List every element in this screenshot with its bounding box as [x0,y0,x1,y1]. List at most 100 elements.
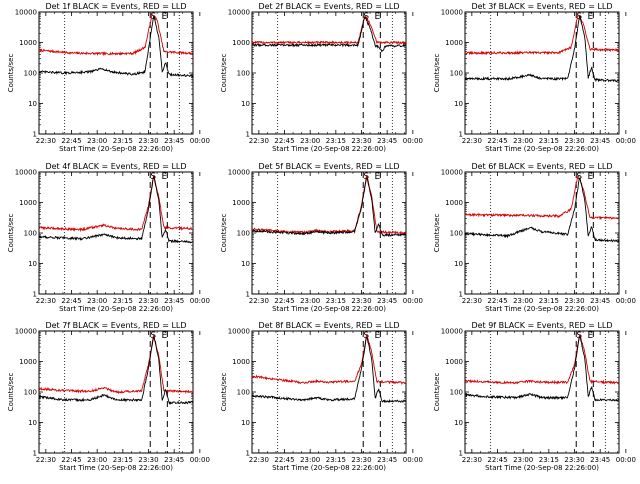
x-tick-label: 23:30 [351,137,371,145]
plot-frame [464,11,620,135]
x-tick-label: 22:45 [487,456,507,464]
chart-title: Det 7f BLACK = Events, RED = LLD [45,321,186,330]
plot-frame [251,330,407,454]
y-axis-label: Counts/sec [7,54,15,93]
x-tick-label: 22:30 [249,137,269,145]
y-tick-label: 1 [33,450,37,458]
event-annotation-E: E [161,12,167,22]
y-tick-label: 1000 [19,199,37,207]
x-tick-label: 22:45 [61,137,81,145]
y-tick-label: 1 [459,291,463,299]
chart-title: Det 9f BLACK = Events, RED = LLD [471,321,612,330]
x-tick-label: 23:15 [326,137,346,145]
series-events-line [38,336,194,405]
x-axis-label: Start Time (20-Sep-08 22:26:00) [59,145,173,153]
x-tick-label: 00:00 [616,137,636,145]
x-tick-label: 23:00 [513,456,533,464]
y-tick-label: 1000 [445,39,463,47]
x-axis-label: Start Time (20-Sep-08 22:26:00) [485,305,599,313]
y-axis-label: Counts/sec [220,373,228,412]
x-tick-label: 23:45 [164,137,184,145]
chart-title: Det 3f BLACK = Events, RED = LLD [471,2,612,11]
x-tick-label: 23:00 [87,456,107,464]
y-tick-label: 1000 [232,39,250,47]
y-tick-label: 1 [246,131,250,139]
chart-panel-2: Det 2f BLACK = Events, RED = LLD 1 10 100 10… [220,2,423,153]
x-tick-label: 23:30 [564,137,584,145]
x-tick-label: 23:00 [87,297,107,305]
series-lld-line [464,175,620,221]
x-tick-label: 00:00 [403,297,423,305]
event-annotation-E: E [374,172,380,182]
y-tick-label: 100 [450,230,463,238]
event-annotation-E: E [587,331,593,341]
y-tick-label: 100 [24,70,37,78]
x-tick-label: 22:45 [274,456,294,464]
y-tick-label: 100 [237,70,250,78]
y-tick-label: 100 [24,389,37,397]
chart-panel-5: Det 5f BLACK = Events, RED = LLD 1 10 100 10… [220,162,423,313]
chart-title: Det 5f BLACK = Events, RED = LLD [258,162,399,171]
y-tick-label: 100 [24,230,37,238]
x-tick-label: 22:30 [462,456,482,464]
x-tick-label: 23:00 [300,456,320,464]
series-lld-line [464,13,620,56]
x-tick-label: 23:30 [138,137,158,145]
x-tick-label: 00:00 [403,137,423,145]
x-tick-label: 22:45 [487,297,507,305]
series-lld-line [38,14,194,57]
x-tick-label: 23:45 [590,137,610,145]
x-axis-label: Start Time (20-Sep-08 22:26:00) [59,305,173,313]
series-events-line [38,176,194,244]
x-tick-label: 00:00 [403,456,423,464]
y-tick-label: 10 [241,419,250,427]
x-tick-label: 23:00 [300,137,320,145]
plot-frame [251,11,407,135]
chart-panel-7: Det 7f BLACK = Events, RED = LLD 1 10 100 10… [7,321,210,472]
x-tick-label: 23:30 [138,297,158,305]
series-events-line [251,177,407,238]
x-tick-label: 22:45 [61,297,81,305]
x-tick-label: 22:30 [36,456,56,464]
x-tick-label: 23:30 [564,297,584,305]
x-tick-label: 23:45 [590,297,610,305]
chart-title: Det 4f BLACK = Events, RED = LLD [45,162,186,171]
y-tick-label: 10000 [15,169,37,177]
x-tick-label: 23:15 [539,456,559,464]
x-tick-label: 23:45 [377,137,397,145]
y-axis-label: Counts/sec [7,214,15,253]
x-axis-label: Start Time (20-Sep-08 22:26:00) [59,464,173,472]
y-tick-label: 10000 [228,328,250,336]
x-tick-label: 23:30 [138,456,158,464]
y-tick-label: 10 [241,100,250,108]
y-tick-label: 1000 [445,199,463,207]
x-tick-label: 23:15 [113,137,133,145]
series-lld-line [38,335,194,395]
x-tick-label: 22:45 [274,137,294,145]
y-tick-label: 10 [241,260,250,268]
x-tick-label: 23:00 [300,297,320,305]
y-tick-label: 1 [459,131,463,139]
series-events-line [464,335,620,402]
x-tick-label: 23:30 [351,456,371,464]
x-tick-label: 22:30 [249,297,269,305]
y-tick-label: 10000 [228,169,250,177]
x-tick-label: 23:45 [590,456,610,464]
y-tick-label: 10 [454,100,463,108]
x-tick-label: 23:15 [113,456,133,464]
event-annotation-S: S [576,172,582,182]
x-tick-label: 00:00 [616,297,636,305]
y-tick-label: 1 [33,291,37,299]
y-tick-label: 1 [459,450,463,458]
x-tick-label: 00:00 [190,297,210,305]
plot-frame [464,171,620,295]
x-axis-label: Start Time (20-Sep-08 22:26:00) [272,464,386,472]
y-tick-label: 10000 [15,328,37,336]
y-tick-label: 10000 [441,328,463,336]
y-tick-label: 1000 [445,358,463,366]
x-tick-label: 22:30 [462,297,482,305]
y-tick-label: 1 [246,291,250,299]
x-tick-label: 22:45 [487,137,507,145]
chart-panel-1: Det 1f BLACK = Events, RED = LLD 1 10 100 10… [7,2,210,153]
